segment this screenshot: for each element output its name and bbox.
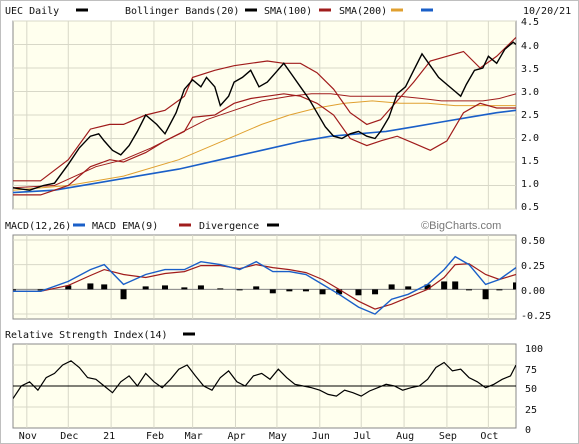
price-y-ticks: 4.5 4.0 3.5 3.0 2.5 2.0 1.5 1.0 0.5	[521, 17, 539, 213]
x-tick-label-2: 21	[103, 431, 115, 442]
x-tick-label-5: Apr	[228, 431, 246, 442]
macd-line	[13, 255, 516, 315]
price-tick-label-6: 1.5	[521, 156, 539, 167]
legend-label-2: SMA(100)	[264, 6, 312, 17]
macd-tick-label-2: 0.00	[521, 286, 545, 297]
price-grid	[13, 20, 516, 210]
divergence-bar-10	[217, 288, 224, 290]
price-tick-label-7: 1.0	[521, 179, 539, 190]
divergence-bar-0	[13, 289, 16, 291]
divergence-bar-28	[513, 282, 516, 290]
divergence-bar-21	[405, 286, 412, 290]
divergence-bar-19	[372, 289, 379, 295]
macd-tick-label-0: 0.50	[521, 236, 545, 247]
divergence-bar-17	[336, 289, 343, 295]
macd-y-ticks: 0.50 0.25 0.00 -0.25	[521, 236, 551, 322]
price-tick-label-5: 2.0	[521, 133, 539, 144]
divergence-bar-5	[120, 289, 127, 300]
blue-moving-average-line	[13, 109, 516, 194]
macd-legend-label-1: MACD EMA(9)	[92, 221, 158, 232]
divergence-bar-9	[197, 285, 204, 290]
x-tick-label-9: Aug	[396, 431, 414, 442]
bollinger-lower-band	[13, 93, 516, 196]
x-tick-label-1: Dec	[60, 431, 78, 442]
x-tick-label-0: Nov	[19, 431, 37, 442]
divergence-bar-7	[162, 285, 169, 290]
rsi-tick-label-0: 100	[525, 344, 543, 355]
macd-grid	[13, 235, 516, 319]
price-tick-label-3: 3.0	[521, 87, 539, 98]
macd-panel	[12, 234, 517, 320]
x-tick-label-10: Sep	[439, 431, 457, 442]
rsi-y-ticks: 100 75 50 25 0	[525, 344, 543, 436]
divergence-bar-4	[101, 284, 108, 290]
x-tick-label-8: Jul	[353, 431, 371, 442]
macd-legend: MACD(12,26) MACD EMA(9) Divergence ©BigC…	[5, 220, 501, 232]
divergence-bar-22	[424, 284, 431, 290]
divergence-bar-27	[496, 289, 503, 291]
divergence-bar-1	[37, 289, 44, 291]
rsi-legend: Relative Strength Index(14)	[5, 330, 195, 341]
divergence-bar-13	[269, 289, 276, 294]
divergence-bar-18	[355, 289, 362, 296]
macd-ema-line	[13, 263, 516, 310]
divergence-bar-16	[319, 289, 326, 295]
rsi-tick-label-4: 0	[525, 425, 531, 436]
rsi-line	[13, 360, 516, 399]
legend-label-1: Bollinger Bands(20)	[125, 6, 239, 17]
price-tick-label-1: 4.0	[521, 41, 539, 52]
divergence-bar-24	[452, 281, 459, 290]
macd-legend-label-0: MACD(12,26)	[5, 221, 71, 232]
price-line	[13, 41, 516, 191]
rsi-tick-label-1: 75	[525, 365, 537, 376]
rsi-tick-label-3: 25	[525, 405, 537, 416]
x-tick-label-3: Feb	[146, 431, 164, 442]
rsi-grid	[13, 344, 516, 428]
divergence-bar-8	[181, 287, 188, 290]
x-tick-label-6: May	[269, 431, 287, 442]
divergence-bar-23	[441, 281, 448, 290]
macd-legend-label-2: Divergence	[199, 221, 259, 232]
macd-tick-label-3: -0.25	[521, 311, 551, 322]
macd-divergence-bars	[13, 281, 516, 300]
date-label: 10/20/21	[523, 6, 571, 17]
divergence-bar-6	[142, 286, 149, 290]
rsi-legend-label: Relative Strength Index(14)	[5, 330, 168, 341]
divergence-bar-26	[482, 289, 489, 300]
divergence-bar-2	[65, 285, 72, 290]
price-tick-label-0: 4.5	[521, 17, 539, 28]
divergence-bar-20	[388, 284, 395, 290]
divergence-bar-14	[286, 289, 293, 292]
macd-tick-label-1: 0.25	[521, 261, 545, 272]
bigcharts-watermark: ©BigCharts.com	[421, 220, 501, 232]
price-legend: UEC Daily Bollinger Bands(20) SMA(100) S…	[5, 6, 571, 17]
price-tick-label-8: 0.5	[521, 202, 539, 213]
divergence-bar-15	[302, 289, 309, 292]
legend-label-0: UEC Daily	[5, 6, 59, 17]
x-tick-label-4: Mar	[185, 431, 203, 442]
divergence-bar-3	[87, 283, 94, 290]
sma100-line	[13, 93, 516, 189]
x-tick-label-7: Jun	[312, 431, 330, 442]
x-tick-label-11: Oct	[480, 431, 498, 442]
legend-label-3: SMA(200)	[339, 6, 387, 17]
x-axis-month-labels: Nov Dec 21 Feb Mar Apr May Jun Jul Aug S…	[19, 431, 499, 442]
sma200-line	[13, 100, 516, 191]
divergence-bar-11	[236, 289, 243, 291]
rsi-tick-label-2: 50	[525, 384, 537, 395]
price-tick-label-4: 2.5	[521, 110, 539, 121]
divergence-bar-12	[253, 286, 260, 290]
divergence-bar-25	[466, 289, 473, 291]
price-tick-label-2: 3.5	[521, 64, 539, 75]
